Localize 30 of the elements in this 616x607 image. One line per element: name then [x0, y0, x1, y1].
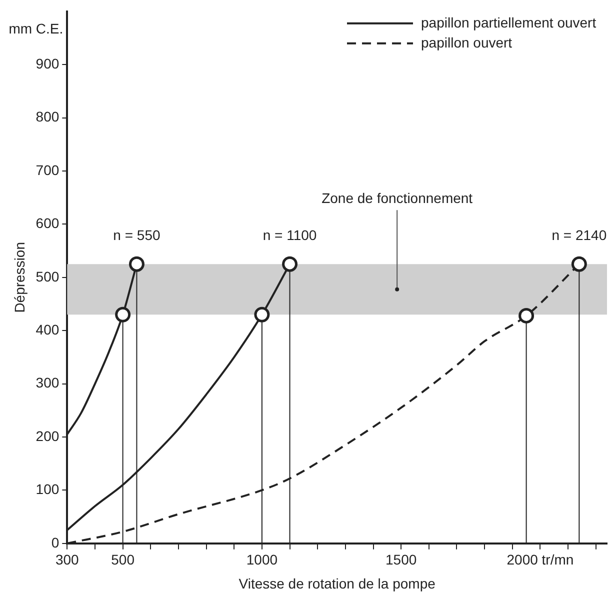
x-tick-label: 2000 tr/mn [506, 552, 574, 568]
point [282, 256, 298, 272]
y-tick-label: 0 [51, 534, 60, 550]
y-tick-label: 900 [36, 55, 60, 72]
y-tick-label: 100 [36, 481, 60, 498]
x-tick-label: 1500 [386, 552, 417, 568]
y-tick-label: 600 [36, 215, 60, 232]
y-tick-label: 300 [36, 374, 60, 391]
annotation: n = 1100 [262, 226, 317, 243]
x-axis-title: Vitesse de rotation de la pompe [238, 575, 436, 592]
text: mm C.E. [8, 20, 64, 36]
y-tick-label: 500 [36, 268, 60, 284]
band-label: Zone de fonctionnement [322, 190, 473, 206]
legend-label: papillon partiellement ouvert [421, 14, 596, 30]
point [254, 306, 270, 322]
y-tick-label: 700 [36, 162, 60, 178]
point [571, 256, 587, 272]
y-tick-label: 200 [36, 428, 60, 444]
legend-label: papillon ouvert [421, 34, 512, 50]
point [128, 256, 144, 272]
annotation: n = 2140 [552, 226, 607, 243]
y-tick-label: 800 [36, 108, 60, 125]
x-tick-label: 1000 [246, 552, 278, 568]
x-tick-label: 300 [55, 552, 80, 568]
annotation: n = 550 [113, 226, 160, 243]
point [115, 306, 131, 322]
point [518, 308, 534, 324]
x-tick-label: 500 [111, 552, 135, 568]
y-tick-label: 400 [36, 321, 60, 338]
y-axis-title: Dépression [11, 242, 28, 313]
